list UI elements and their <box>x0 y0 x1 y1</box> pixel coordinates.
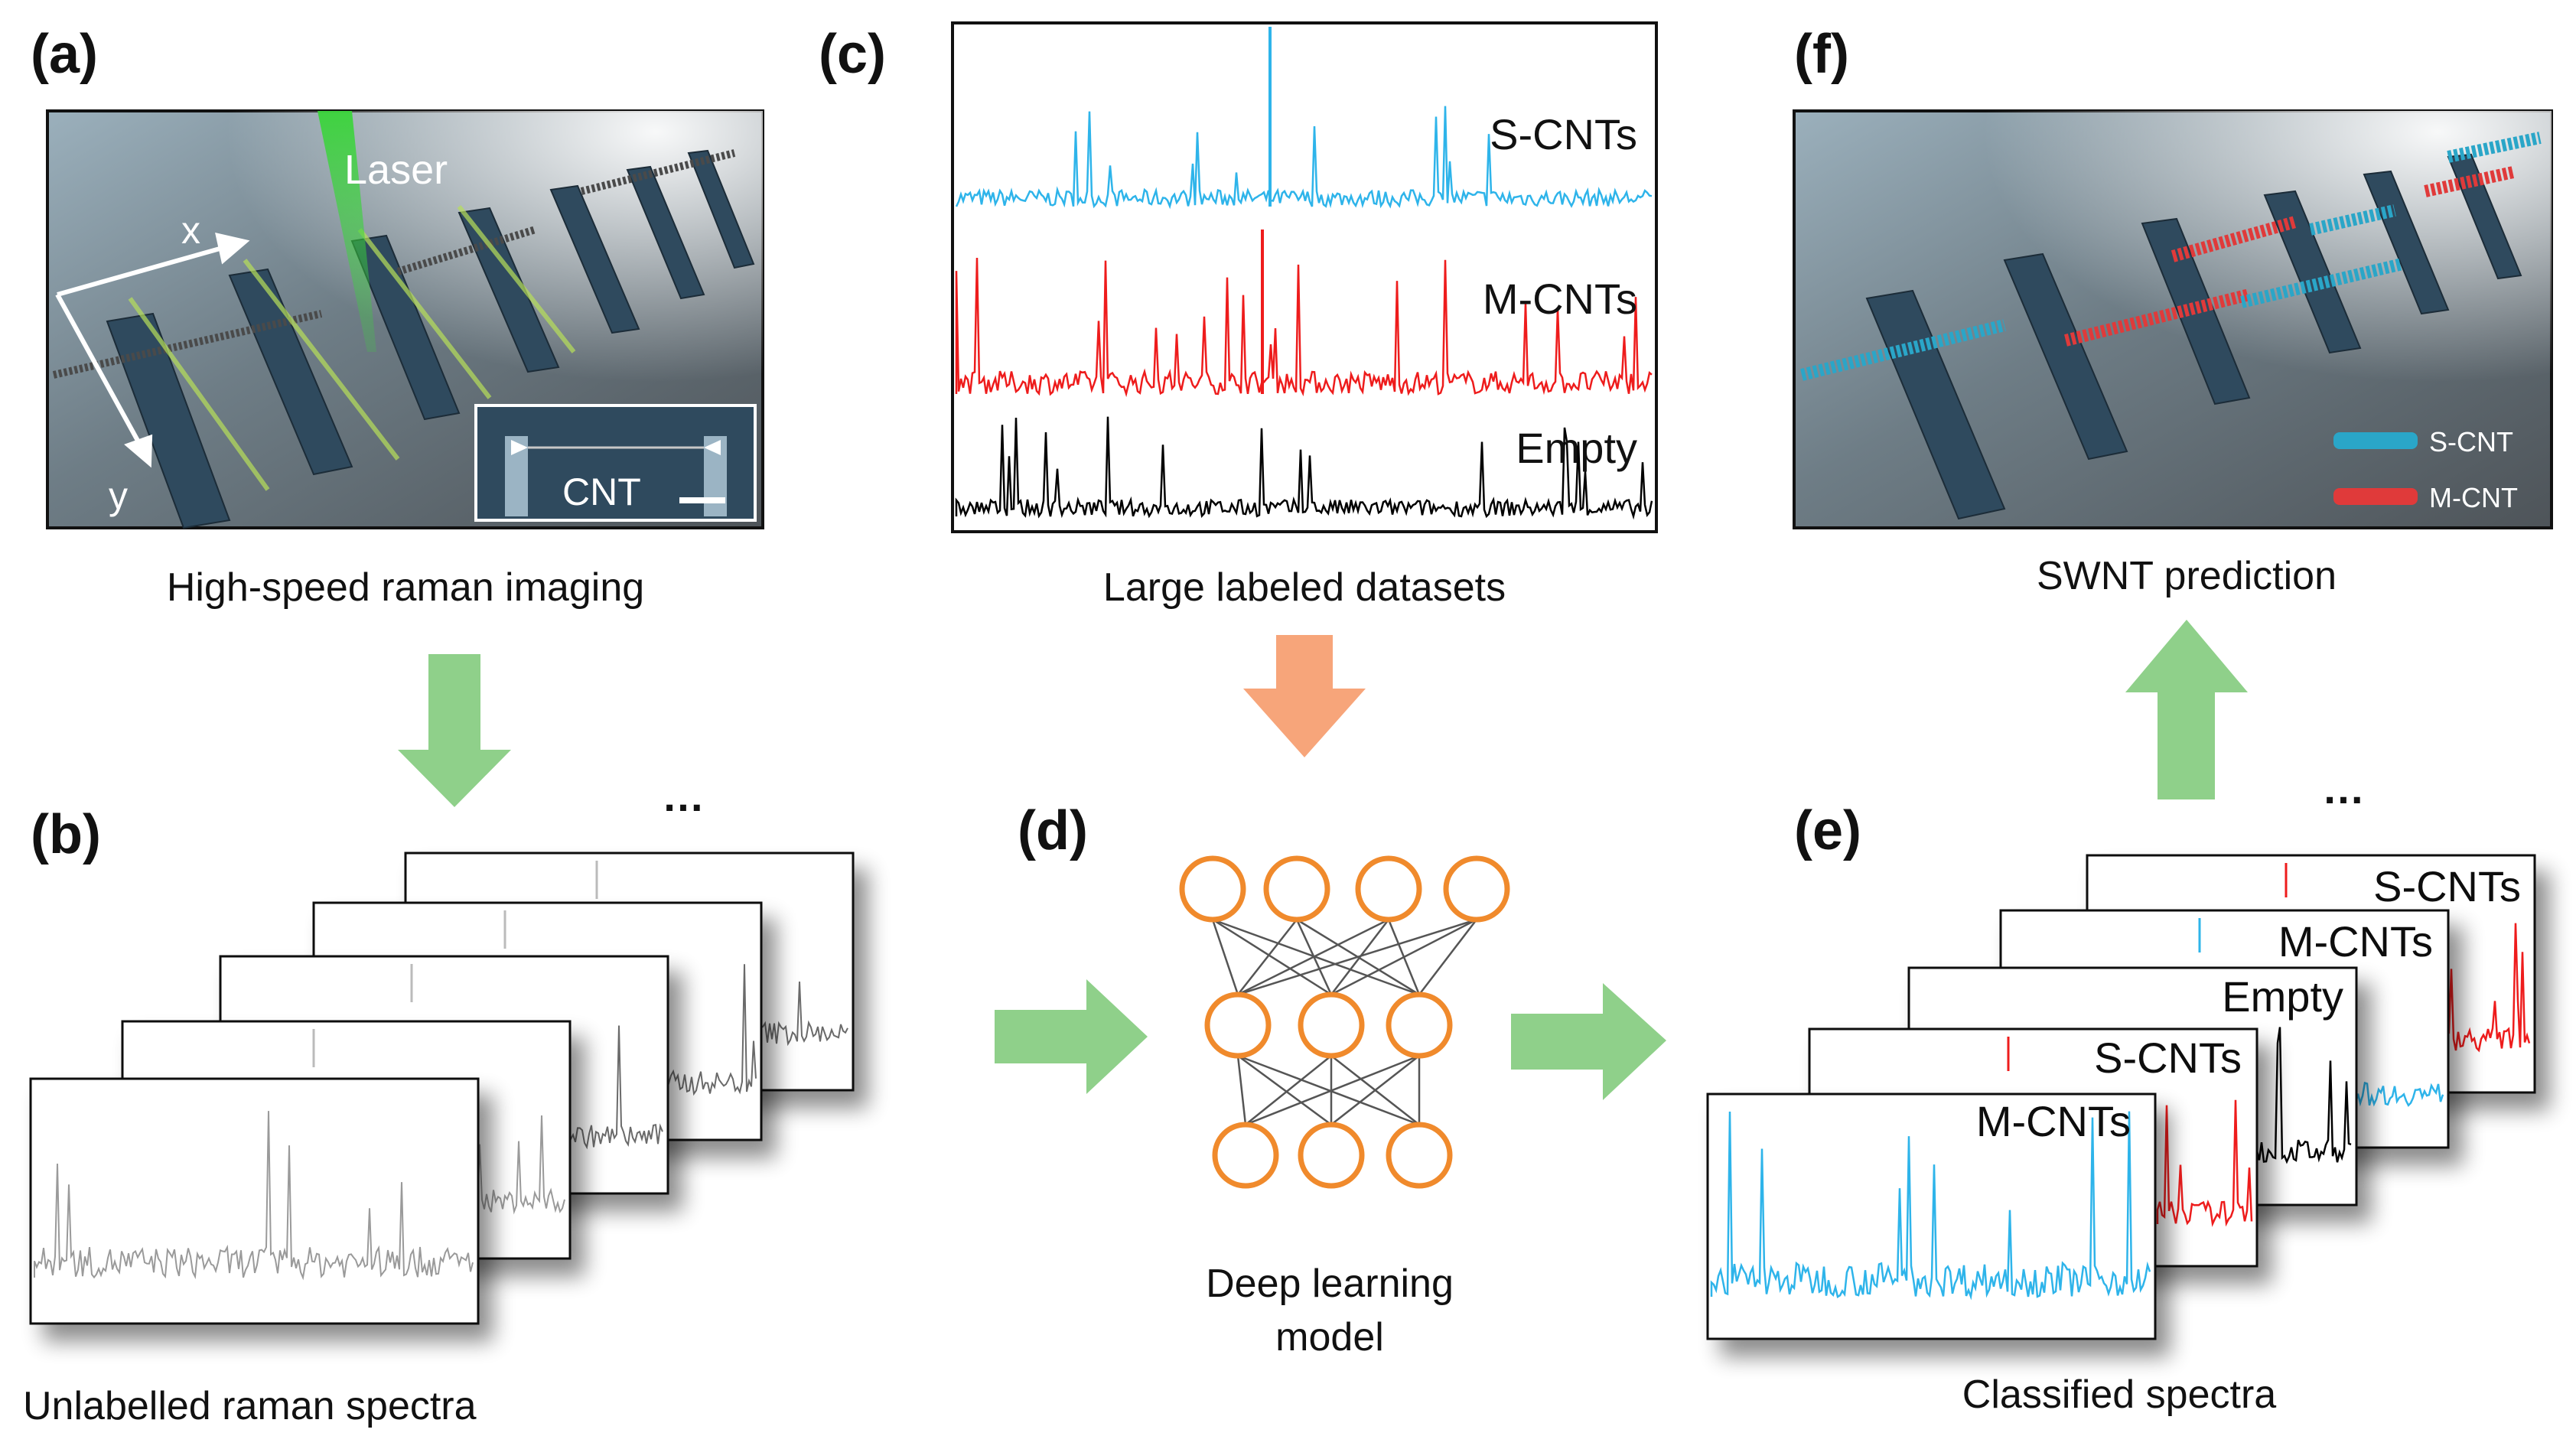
spectra-frame <box>951 21 1658 533</box>
spectrum-trace <box>470 1115 565 1215</box>
nn-node <box>1212 1122 1279 1189</box>
nn-node <box>1298 992 1365 1059</box>
laser-label: Laser <box>344 147 448 193</box>
panel-a-caption: High-speed raman imaging <box>167 565 644 610</box>
scale-bar <box>679 497 725 503</box>
arrow-a-to-b <box>398 654 511 807</box>
nn-edge <box>1237 918 1389 996</box>
nn-node <box>1298 1122 1365 1189</box>
nn-node <box>1386 1122 1453 1189</box>
classified-trace <box>2156 1099 2253 1227</box>
panel-f: (f) S-CNT <box>1793 24 2553 598</box>
laser-beam <box>318 111 376 352</box>
c-label-empty: Empty <box>1516 424 1637 472</box>
spectra-stack <box>29 852 855 1325</box>
nn-connections <box>1211 918 1477 1126</box>
classified-label: M-CNTs <box>2278 917 2433 965</box>
panel-b-caption: Unlabelled raman spectra <box>23 1384 477 1428</box>
nn-edge <box>1418 919 1477 995</box>
classified-label: S-CNTs <box>2373 862 2521 910</box>
nn-node <box>1263 855 1330 923</box>
classified-stack: S-CNTs M-CNTs Empty S-CNTs M-CNTs <box>1706 854 2536 1340</box>
classified-label: Empty <box>2222 972 2343 1021</box>
legend-label-m-cnt: M-CNT <box>2429 482 2518 513</box>
panel-d: (d) Deep learning model <box>1018 800 1510 1359</box>
neural-network-diagram <box>1179 855 1510 1189</box>
spectrum-trace <box>568 1025 663 1150</box>
trace-m-cnts <box>955 257 1653 398</box>
nn-edge <box>1236 1055 1247 1125</box>
nn-edge <box>1237 919 1298 995</box>
panel-e: (e) … S-CNTs M-CNTs Empty S-CNTs M-CNTs Clas… <box>1706 764 2536 1417</box>
nn-edge <box>1212 918 1420 996</box>
c-label-m-cnts: M-CNTs <box>1483 275 1637 323</box>
nn-edge <box>1330 1055 1420 1125</box>
panel-d-letter: (d) <box>1018 800 1088 861</box>
panel-a-letter: (a) <box>31 24 98 85</box>
y-axis-label: y <box>109 474 128 517</box>
nn-node <box>1386 992 1453 1059</box>
spectrum-card <box>29 1077 480 1325</box>
nn-edge <box>1245 1054 1420 1126</box>
classified-trace <box>2347 1081 2444 1107</box>
nn-edge <box>1245 1055 1332 1125</box>
panel-e-letter: (e) <box>1794 800 1861 861</box>
nn-node <box>1355 855 1422 923</box>
nn-edge <box>1237 1054 1420 1126</box>
classified-label: M-CNTs <box>1976 1097 2131 1145</box>
ellipsis-icon: … <box>662 772 705 820</box>
nn-node <box>1443 855 1510 923</box>
c-label-s-cnts: S-CNTs <box>1490 110 1637 158</box>
nn-edge <box>1330 918 1477 996</box>
nn-node <box>1179 855 1246 923</box>
classified-card: M-CNTs <box>1706 1092 2157 1340</box>
trace-s-cnts <box>955 106 1653 210</box>
panel-c-caption: Large labeled datasets <box>1103 565 1506 610</box>
legend-label-s-cnt: S-CNT <box>2429 426 2513 458</box>
predicted-cnts <box>1800 132 2542 381</box>
x-axis-label: x <box>181 209 200 252</box>
legend-swatch-s-cnt <box>2333 432 2418 449</box>
arrow-e-to-f <box>2125 620 2248 799</box>
e-ellipsis-icon: … <box>2322 764 2365 812</box>
inset-label: CNT <box>562 471 641 513</box>
panel-f-letter: (f) <box>1794 24 1849 85</box>
axes-icon <box>55 233 250 468</box>
classified-label: S-CNTs <box>2094 1034 2242 1082</box>
nn-edge <box>1211 919 1239 995</box>
arrow-d-to-e <box>1511 983 1666 1100</box>
arrow-c-to-d <box>1243 635 1366 757</box>
panel-f-caption: SWNT prediction <box>2037 554 2337 598</box>
panel-c: (c) S-CNTs M-CNTs Empty Large labeled da… <box>819 21 1658 610</box>
nn-edge <box>1237 1054 1332 1126</box>
cnt-inset: CNT <box>474 404 757 522</box>
f-legend: S-CNT M-CNT <box>2333 426 2518 513</box>
substrate-pillars <box>106 149 755 529</box>
panel-b: (b) … Unlabelled raman spectra <box>23 772 855 1428</box>
classified-trace <box>2255 1027 2352 1164</box>
trace-empty <box>955 416 1653 520</box>
nn-node <box>1204 992 1272 1059</box>
panel-e-caption: Classified spectra <box>1962 1373 2276 1417</box>
panel-b-letter: (b) <box>31 804 101 865</box>
panel-d-caption-line2: model <box>1275 1315 1384 1359</box>
nn-edge <box>1212 918 1332 996</box>
panel-a: (a) <box>31 24 764 610</box>
f-substrate-pillars <box>1865 153 2522 520</box>
panel-d-caption-line1: Deep learning <box>1206 1262 1454 1306</box>
raman-imaging-scene: Laser x y CNT <box>46 109 764 529</box>
panel-c-letter: (c) <box>819 24 886 85</box>
arrow-b-to-d <box>995 979 1148 1094</box>
legend-swatch-m-cnt <box>2333 488 2418 505</box>
spectrum-trace <box>661 964 757 1096</box>
scan-lines <box>128 205 576 491</box>
spectrum-trace <box>753 981 848 1047</box>
spectrum-trace <box>34 1111 474 1281</box>
classified-trace <box>1710 1111 2151 1301</box>
labeled-traces <box>955 27 1653 520</box>
nn-edge <box>1237 918 1477 996</box>
swnt-prediction-scene: S-CNT M-CNT <box>1793 109 2553 529</box>
